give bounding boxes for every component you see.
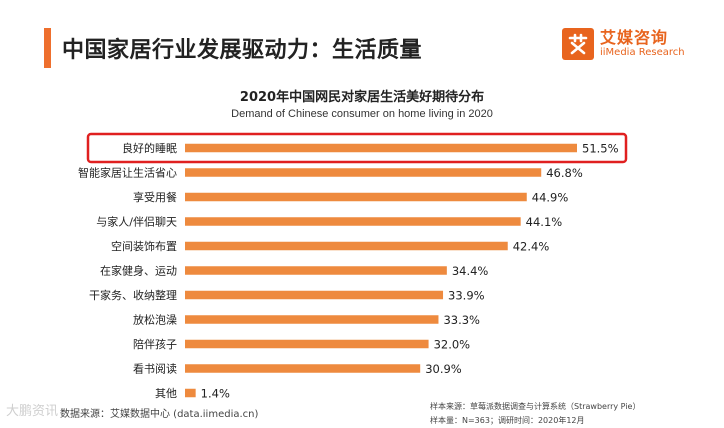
bar — [185, 339, 429, 349]
chart-title: 2020年中国网民对家居生活美好期待分布 — [239, 90, 485, 105]
bar — [185, 315, 439, 324]
chart-subtitle: Demand of Chinese consumer on home livin… — [231, 108, 493, 120]
value-label: 44.1% — [526, 215, 563, 229]
category-label: 空间装饰布置 — [111, 239, 177, 253]
bar — [185, 266, 447, 275]
logo-name-en: iiMedia Research — [600, 47, 685, 59]
value-label: 32.0% — [434, 338, 471, 352]
bar — [185, 143, 577, 153]
bar — [185, 168, 542, 177]
logo-glyph-icon — [568, 33, 588, 55]
value-label: 30.9% — [425, 362, 462, 376]
category-label: 看书阅读 — [133, 362, 177, 376]
title-accent-bar — [44, 28, 51, 68]
bar — [185, 388, 196, 398]
category-label: 干家务、收纳整理 — [89, 288, 177, 302]
value-label: 33.3% — [443, 313, 480, 327]
value-label: 34.4% — [452, 264, 489, 278]
bar — [185, 241, 508, 251]
value-label: 46.8% — [546, 166, 583, 180]
category-label: 智能家居让生活省心 — [78, 166, 177, 180]
category-label: 陪伴孩子 — [133, 337, 177, 351]
value-label: 51.5% — [582, 142, 619, 156]
sample-info: 样本量：N=363；调研时间：2020年12月 — [430, 416, 585, 425]
bar — [185, 290, 444, 300]
logo-name-cn: 艾媒咨询 — [600, 28, 669, 48]
category-label: 其他 — [155, 387, 177, 400]
sample-notes: 样本来源：草莓派数据调查与计算系统（Strawberry Pie） 样本量：N=… — [430, 400, 640, 428]
value-label: 33.9% — [448, 289, 485, 303]
category-label: 在家健身、运动 — [100, 264, 177, 278]
logo-mark-icon — [562, 28, 594, 60]
category-label: 良好的睡眠 — [122, 141, 177, 155]
value-label: 1.4% — [201, 387, 230, 401]
value-label: 42.4% — [513, 240, 550, 254]
category-label: 放松泡澡 — [133, 313, 177, 327]
iimedia-logo: 艾媒咨询 iiMedia Research — [562, 28, 685, 60]
value-label: 44.9% — [532, 191, 569, 205]
bar — [185, 217, 521, 226]
sample-source: 样本来源：草莓派数据调查与计算系统（Strawberry Pie） — [430, 402, 641, 411]
watermark: 大鹏资讯 — [6, 404, 59, 419]
category-label: 与家人/伴侣聊天 — [96, 215, 177, 229]
category-label: 享受用餐 — [133, 190, 177, 204]
bar — [185, 192, 527, 202]
highlight-box — [86, 132, 628, 164]
page-title: 中国家居行业发展驱动力：生活质量 — [62, 38, 423, 63]
data-source: 数据来源：艾媒数据中心 (data.iimedia.cn) — [60, 409, 259, 420]
bar — [185, 364, 421, 373]
